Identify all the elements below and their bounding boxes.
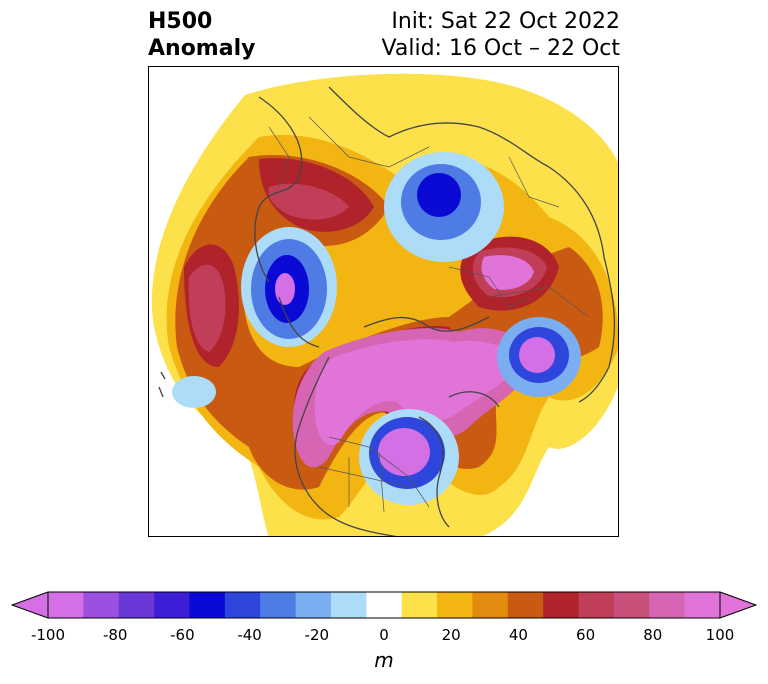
colorbar-tick-label: 100	[705, 626, 735, 644]
valid-range: Valid: 16 Oct – 22 Oct	[381, 36, 620, 61]
positive-anomaly-dark-orange	[175, 155, 603, 490]
colorbar-tick-label: -80	[102, 626, 128, 644]
negative-anomaly-west-pacific-center	[275, 273, 295, 305]
colorbar-tick-label: -40	[237, 626, 262, 644]
anomaly-map-svg	[151, 73, 618, 536]
title-left: H500 Anomaly	[148, 8, 255, 62]
anomaly-map	[148, 66, 619, 537]
colorbar-extend-min	[10, 591, 49, 619]
colorbar	[10, 591, 758, 619]
title-field: H500	[148, 9, 213, 34]
colorbar-tick-label: 40	[508, 626, 528, 644]
colorbar-extend-max	[719, 591, 758, 619]
positive-anomaly-pink	[188, 183, 547, 352]
colorbar-segment	[649, 592, 686, 618]
negative-anomaly-pacific-small	[172, 376, 216, 408]
colorbar-segment	[260, 592, 297, 618]
colorbar-segment	[613, 592, 650, 618]
colorbar-segment	[295, 592, 332, 618]
colorbar-segment	[472, 592, 509, 618]
colorbar-segment	[366, 592, 403, 618]
colorbar-tick-label: 80	[643, 626, 663, 644]
colorbar-segment	[401, 592, 438, 618]
negative-anomaly-arctic-core	[417, 173, 461, 217]
colorbar-tick-label: 20	[441, 626, 461, 644]
colorbar-segment	[154, 592, 190, 618]
colorbar-tick-label: 0	[379, 626, 389, 644]
colorbar-segment	[437, 592, 473, 618]
colorbar-segment	[189, 592, 226, 618]
colorbar-segment	[224, 592, 261, 618]
title-right: Init: Sat 22 Oct 2022 Valid: 16 Oct – 22…	[382, 8, 620, 62]
init-time: Init: Sat 22 Oct 2022	[391, 9, 620, 34]
positive-anomaly-violet-core	[314, 255, 534, 446]
colorbar-segment	[543, 592, 580, 618]
negative-anomaly-north-america-center	[378, 428, 430, 476]
colorbar-border	[47, 591, 721, 619]
colorbar-segment	[48, 592, 84, 618]
coastlines	[158, 86, 616, 536]
colorbar-segment	[330, 592, 367, 618]
colorbar-tick-label: -100	[30, 626, 66, 644]
colorbar-segment	[684, 592, 721, 618]
colorbar-tick-label: -60	[170, 626, 195, 644]
colorbar-unit-label: m	[374, 648, 394, 672]
negative-anomaly-europe-center	[519, 337, 555, 373]
colorbar-segment	[507, 592, 544, 618]
title-variable: Anomaly	[148, 36, 256, 61]
political-borders	[268, 116, 590, 513]
colorbar-segment	[83, 592, 120, 618]
colorbar-segment	[578, 592, 615, 618]
colorbar-tick-label: 60	[576, 626, 596, 644]
colorbar-segment	[118, 592, 155, 618]
colorbar-tick-label: -20	[304, 626, 330, 644]
